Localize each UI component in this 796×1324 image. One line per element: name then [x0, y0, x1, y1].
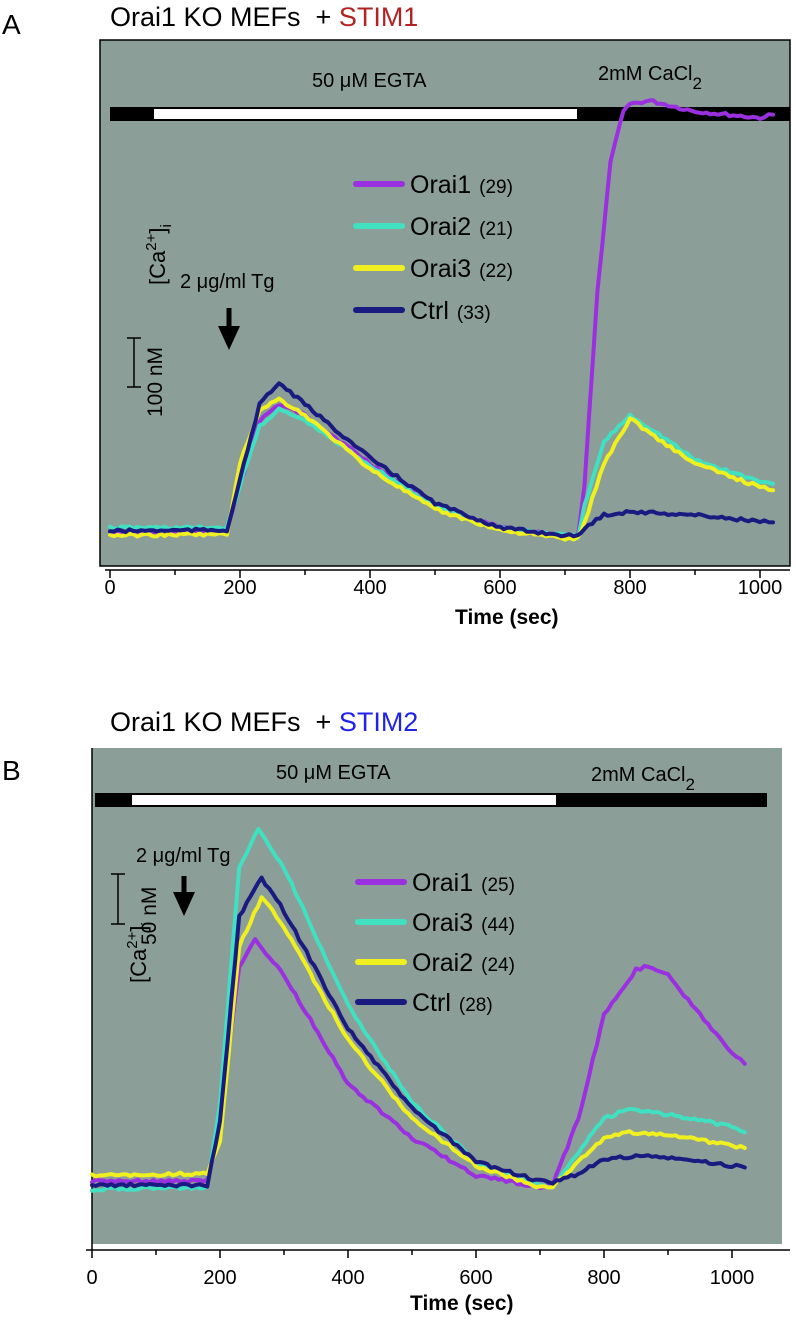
x-tick-label: 0 [104, 577, 115, 599]
plot-area [99, 39, 791, 567]
x-tick-label: 400 [331, 1267, 364, 1289]
legend-count: (24) [481, 955, 515, 976]
panel-a-title-stim: STIM1 [339, 2, 419, 32]
series-line-orai2 [90, 895, 747, 1190]
legend: Orai1 (25) Orai3 (44) Orai2 (24) Ctrl (28) [355, 869, 515, 1017]
scale-bar [111, 873, 125, 925]
scale-bar [127, 337, 141, 388]
egta-label: 50 μM EGTA [312, 70, 427, 92]
legend-item: Orai1 (25) [355, 869, 515, 897]
series-line-ctrl [108, 381, 775, 539]
x-axis: 0 200 400 600 800 1000 [86, 1249, 790, 1289]
x-tick-label: 800 [613, 577, 646, 599]
x-axis-label: Time (sec) [410, 1292, 514, 1315]
x-tick-label: 400 [353, 577, 386, 599]
x-axis-label: Time (sec) [455, 606, 559, 629]
legend-count: (22) [479, 261, 513, 282]
legend-count: (28) [459, 995, 493, 1016]
legend-count: (29) [479, 177, 513, 198]
tg-label: 2 μg/ml Tg [136, 845, 231, 867]
x-tick-label: 800 [587, 1267, 620, 1289]
series-line-ctrl [90, 875, 747, 1189]
legend-count: (21) [479, 219, 513, 240]
tg-arrow-icon [173, 876, 195, 916]
panel-a: A Orai1 KO MEFs + STIM1 50 μM EGTA 2mM C… [2, 2, 791, 629]
panel-b: B Orai1 KO MEFs + STIM2 50 μM EGTA 2mM C… [2, 707, 790, 1315]
panel-b-letter: B [2, 755, 21, 786]
legend-label: Orai1 [410, 171, 471, 199]
tg-label: 2 μg/ml Tg [180, 271, 275, 293]
cacl2-label: 2mM CaCl2 [591, 764, 695, 794]
y-axis-label: [Ca2+]i [124, 922, 156, 983]
legend-item: Orai3 (22) [353, 255, 513, 283]
legend-label: Orai3 [412, 909, 473, 937]
legend-label: Orai1 [412, 869, 473, 897]
x-tick-label: 1000 [710, 1267, 755, 1289]
egta-label: 50 μM EGTA [276, 762, 391, 784]
panel-b-title-stim: STIM2 [339, 707, 419, 737]
egta-bar [132, 795, 556, 805]
x-tick-label: 0 [86, 1267, 97, 1289]
plot-area [92, 748, 782, 1244]
y-axis-label: [Ca2+]i [143, 224, 175, 285]
panel-a-title: Orai1 KO MEFs + STIM1 [110, 2, 418, 32]
traces [90, 827, 747, 1193]
x-tick-label: 200 [203, 1267, 236, 1289]
legend-label: Orai3 [410, 255, 471, 283]
legend-label: Ctrl [412, 989, 451, 1017]
legend: Orai1 (29) Orai2 (21) Orai3 (22) Ctrl (33) [353, 171, 513, 325]
series-line-orai3 [90, 827, 747, 1193]
legend-count: (25) [481, 875, 515, 896]
legend-item: Orai2 (21) [353, 213, 513, 241]
legend-item: Orai3 (44) [355, 909, 515, 937]
scale-bar-label: 50 nM [138, 887, 161, 945]
legend-label: Orai2 [412, 949, 473, 977]
x-tick-label: 600 [459, 1267, 492, 1289]
egta-bar [154, 109, 577, 119]
legend-item: Orai1 (29) [353, 171, 513, 199]
legend-item: Orai2 (24) [355, 949, 515, 977]
x-tick-label: 600 [483, 577, 516, 599]
x-tick-label: 200 [223, 577, 256, 599]
legend-item: Ctrl (33) [353, 297, 491, 325]
legend-count: (33) [457, 303, 491, 324]
scale-bar-label: 100 nM [144, 347, 167, 417]
panel-a-letter: A [2, 9, 21, 40]
series-line-orai1 [90, 937, 747, 1191]
legend-item: Ctrl (28) [355, 989, 493, 1017]
cacl2-label: 2mM CaCl2 [598, 63, 702, 93]
tg-arrow-icon [218, 308, 240, 350]
legend-count: (44) [481, 915, 515, 936]
x-axis: 0 200 400 600 800 1000 [104, 569, 790, 599]
legend-label: Ctrl [410, 297, 449, 325]
x-tick-label: 1000 [738, 577, 783, 599]
legend-label: Orai2 [410, 213, 471, 241]
series-line-orai3 [108, 396, 775, 542]
panel-b-title: Orai1 KO MEFs + STIM2 [110, 707, 418, 737]
traces [108, 98, 775, 542]
